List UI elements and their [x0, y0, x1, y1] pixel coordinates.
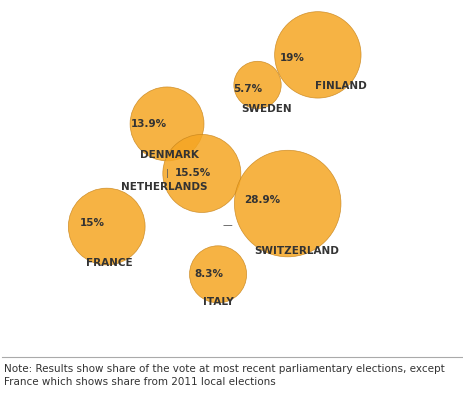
Ellipse shape [234, 150, 340, 257]
Ellipse shape [68, 188, 145, 265]
Text: 15%: 15% [80, 218, 105, 228]
Text: ITALY: ITALY [202, 297, 233, 307]
Text: 13.9%: 13.9% [130, 119, 166, 129]
Text: 19%: 19% [279, 54, 304, 64]
Ellipse shape [189, 246, 246, 303]
Text: 5.7%: 5.7% [233, 84, 262, 94]
Ellipse shape [233, 61, 281, 109]
Text: FRANCE: FRANCE [86, 258, 132, 268]
Text: 15.5%: 15.5% [174, 168, 210, 178]
Text: |: | [165, 169, 168, 178]
Text: SWITZERLAND: SWITZERLAND [254, 246, 338, 256]
Text: 28.9%: 28.9% [244, 195, 280, 205]
Text: 8.3%: 8.3% [194, 269, 223, 279]
Text: SWEDEN: SWEDEN [241, 104, 292, 114]
Ellipse shape [163, 134, 240, 212]
Ellipse shape [130, 87, 204, 161]
Text: NETHERLANDS: NETHERLANDS [121, 182, 207, 192]
Text: Note: Results show share of the vote at most recent parliamentary elections, exc: Note: Results show share of the vote at … [4, 364, 444, 387]
Text: —: — [222, 220, 232, 230]
Ellipse shape [274, 12, 360, 98]
Text: FINLAND: FINLAND [314, 82, 366, 92]
Text: DENMARK: DENMARK [140, 150, 198, 160]
